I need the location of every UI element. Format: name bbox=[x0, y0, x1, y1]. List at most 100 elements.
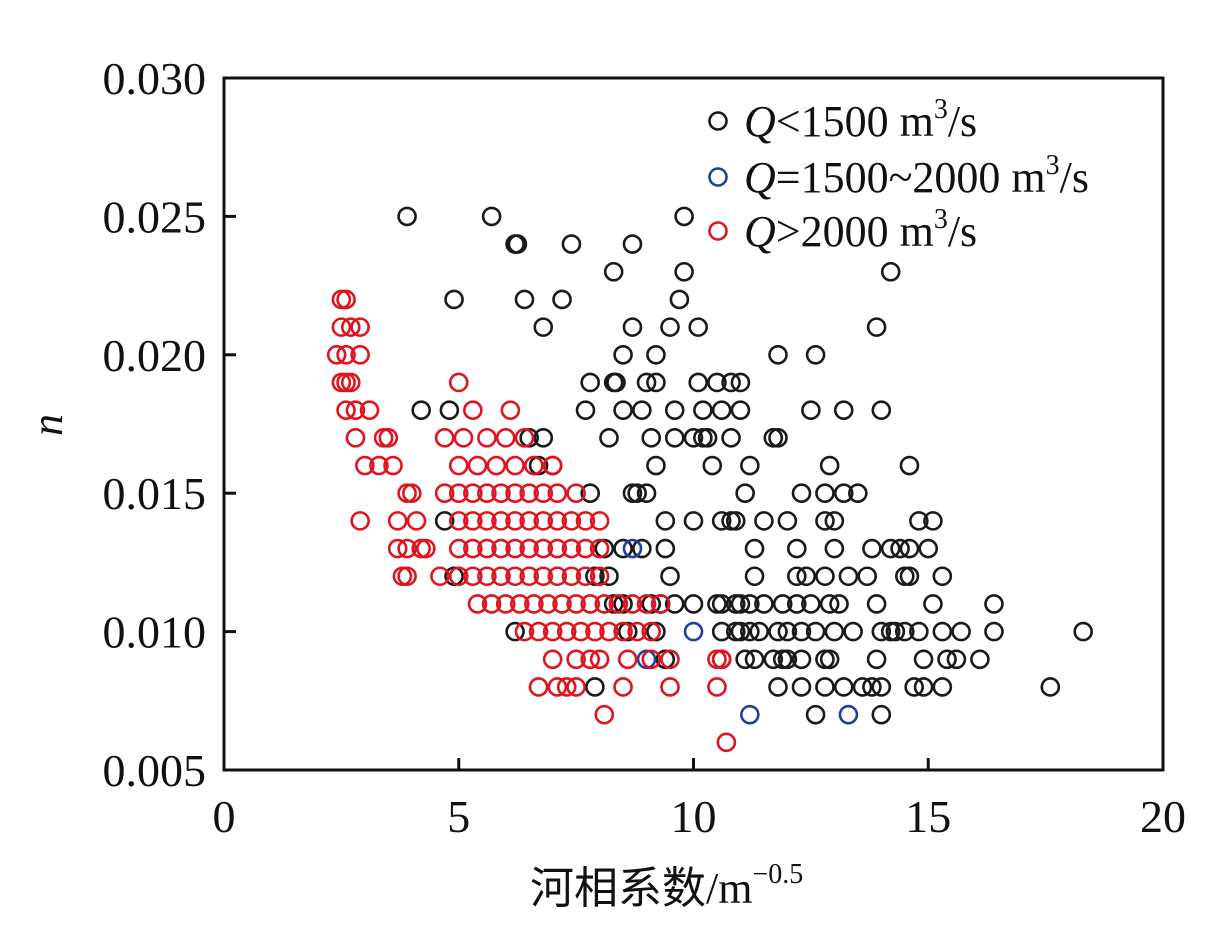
data-point bbox=[575, 538, 596, 559]
data-point bbox=[448, 566, 469, 587]
data-point bbox=[693, 400, 713, 420]
data-point bbox=[632, 538, 652, 559]
data-point bbox=[650, 594, 671, 614]
data-point bbox=[871, 621, 892, 642]
data-point bbox=[606, 372, 626, 393]
data-point bbox=[646, 372, 666, 393]
data-point bbox=[815, 566, 835, 587]
data-point bbox=[838, 704, 859, 725]
data-point bbox=[533, 428, 554, 448]
data-point bbox=[542, 649, 563, 670]
data-point bbox=[411, 400, 431, 420]
data-point bbox=[801, 400, 821, 420]
data-point bbox=[923, 594, 943, 614]
data-point bbox=[697, 428, 718, 448]
data-point bbox=[688, 372, 708, 393]
data-point bbox=[566, 649, 586, 670]
data-point bbox=[575, 566, 596, 587]
data-point bbox=[467, 455, 488, 476]
data-point bbox=[416, 538, 436, 559]
data-point bbox=[387, 538, 408, 559]
data-point bbox=[397, 206, 417, 227]
data-point bbox=[434, 483, 455, 504]
data-point bbox=[801, 594, 821, 614]
data-point bbox=[387, 511, 408, 531]
data-point bbox=[350, 317, 370, 337]
data-point bbox=[599, 621, 619, 642]
data-point bbox=[815, 483, 835, 504]
data-point bbox=[923, 511, 943, 531]
data-point bbox=[326, 344, 347, 365]
data-point bbox=[477, 511, 497, 531]
data-point bbox=[603, 261, 624, 282]
data-point bbox=[575, 400, 596, 420]
data-point bbox=[815, 677, 835, 697]
data-point bbox=[340, 372, 361, 393]
data-point bbox=[768, 677, 788, 697]
data-point bbox=[580, 372, 601, 393]
data-point bbox=[589, 566, 610, 587]
legend-op: =1500~2000 m bbox=[776, 153, 1046, 202]
data-point bbox=[646, 344, 666, 365]
legend-entry: Q>2000 m3/s bbox=[744, 204, 977, 256]
data-point bbox=[336, 289, 356, 310]
data-point bbox=[894, 621, 915, 642]
data-point bbox=[866, 649, 887, 670]
data-point bbox=[463, 511, 483, 531]
data-point bbox=[331, 317, 352, 337]
data-point bbox=[622, 594, 643, 614]
y-tick-label: 0.005 bbox=[103, 745, 207, 796]
data-point bbox=[594, 594, 615, 614]
data-point bbox=[463, 538, 483, 559]
data-point bbox=[819, 594, 840, 614]
data-point bbox=[533, 483, 554, 504]
marks-layer bbox=[326, 206, 1093, 753]
legend-var: Q bbox=[744, 97, 776, 146]
data-point bbox=[453, 428, 474, 448]
data-point bbox=[711, 511, 732, 531]
data-point bbox=[571, 621, 591, 642]
data-point bbox=[491, 566, 511, 587]
data-point bbox=[918, 538, 939, 559]
data-point bbox=[613, 621, 633, 642]
x-axis-label-sup: −0.5 bbox=[752, 859, 803, 890]
data-point bbox=[514, 289, 535, 310]
data-point bbox=[505, 483, 525, 504]
x-tick-label: 0 bbox=[213, 791, 236, 842]
data-point bbox=[448, 483, 469, 504]
data-point bbox=[754, 511, 774, 531]
data-point bbox=[749, 621, 770, 642]
data-point bbox=[707, 372, 727, 393]
data-point bbox=[519, 511, 539, 531]
data-point bbox=[566, 594, 586, 614]
data-point bbox=[711, 594, 732, 614]
data-point bbox=[627, 483, 647, 504]
data-point bbox=[350, 511, 370, 531]
data-point bbox=[491, 511, 511, 531]
data-point bbox=[833, 400, 854, 420]
x-tick-label: 20 bbox=[1140, 791, 1186, 842]
data-point bbox=[655, 511, 676, 531]
y-tick-label: 0.030 bbox=[103, 53, 207, 104]
data-point bbox=[721, 428, 741, 448]
data-point bbox=[744, 538, 765, 559]
legend-marker bbox=[708, 111, 728, 131]
data-point bbox=[641, 621, 662, 642]
data-point bbox=[580, 594, 601, 614]
data-point bbox=[711, 649, 732, 670]
data-point bbox=[519, 483, 539, 504]
data-point bbox=[467, 594, 488, 614]
data-point bbox=[552, 289, 572, 310]
data-point bbox=[815, 511, 835, 531]
data-point bbox=[542, 621, 563, 642]
data-point bbox=[509, 594, 530, 614]
data-point bbox=[632, 400, 652, 420]
data-point bbox=[862, 677, 882, 697]
data-point bbox=[477, 538, 497, 559]
data-point bbox=[533, 317, 554, 337]
legend: Q<1500 m3/sQ=1500~2000 m3/sQ>2000 m3/s bbox=[708, 94, 1089, 256]
data-point bbox=[617, 649, 638, 670]
legend-op: >2000 m bbox=[776, 207, 934, 256]
